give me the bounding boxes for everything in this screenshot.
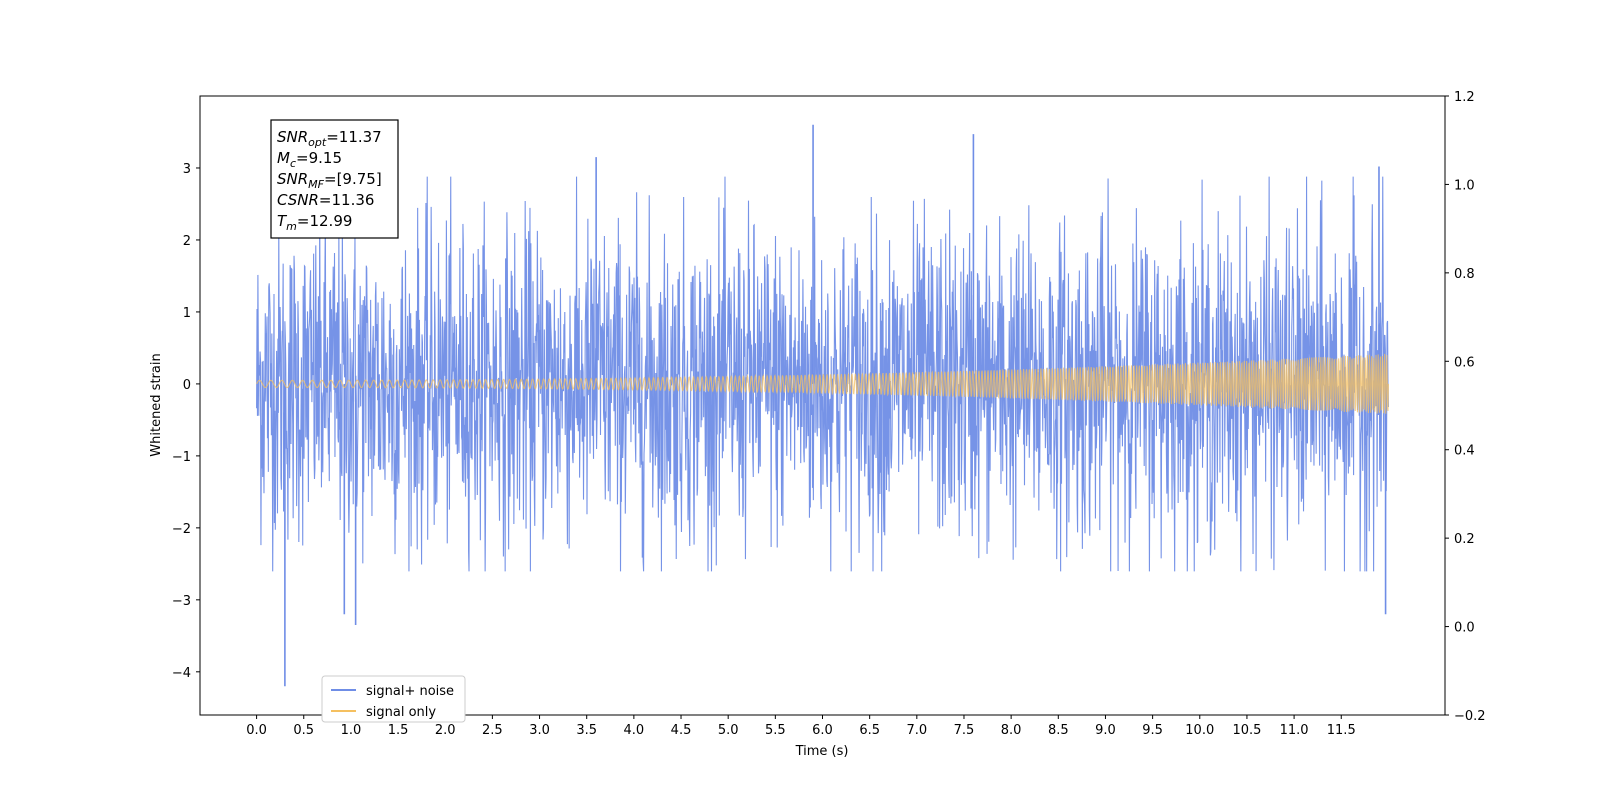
x-tick-label: 8.5 [1048,723,1069,738]
y-tick-label: 3 [183,162,191,177]
y2-axis-ticks: −0.2 0.0 0.2 0.4 0.6 0.8 1.0 1.2 [1445,90,1486,724]
x-tick-label: 7.0 [906,723,927,738]
annotation-line: Tm=12.99 [277,212,352,233]
x-tick-label: 3.0 [529,723,550,738]
y2-tick-label: 0.4 [1454,444,1475,459]
y2-tick-label: 0.8 [1454,267,1475,282]
y2-tick-label: 1.0 [1454,178,1475,193]
y2-tick-label: 0.6 [1454,355,1475,370]
plot-area [256,124,1389,687]
series-line-signal-plus-noise [256,176,1389,572]
legend-label: signal+ noise [366,684,454,699]
annotation-line: Mc=9.15 [277,149,342,170]
x-tick-label: 6.5 [859,723,880,738]
y-tick-label: −3 [172,594,191,609]
x-tick-label: 3.5 [576,723,597,738]
annotation-line: CSNR=11.36 [277,191,374,209]
x-tick-label: 6.0 [812,723,833,738]
y-tick-label: 2 [183,234,191,249]
x-tick-label: 2.0 [435,723,456,738]
x-tick-label: 5.5 [765,723,786,738]
noise-peaks [284,124,1387,687]
annotation-box: SNRopt=11.37Mc=9.15SNRMF=[9.75]CSNR=11.3… [270,119,399,239]
x-tick-label: 0.5 [293,723,314,738]
x-tick-label: 11.5 [1327,723,1356,738]
legend: signal+ noise signal only [321,675,466,723]
x-tick-label: 10.0 [1185,723,1214,738]
x-axis-ticks: 0.0 0.5 1.0 1.5 2.0 2.5 3.0 3.5 4.0 4.5 5.0 5.5 6.0 6… [246,715,1356,738]
x-tick-label: 1.0 [341,723,362,738]
y-tick-label: 0 [183,378,191,393]
y2-tick-label: 0.0 [1454,621,1475,636]
annotation-line: SNRopt=11.37 [277,128,382,149]
y2-tick-label: 0.2 [1454,532,1475,547]
annotation-line: SNRMF=[9.75] [277,170,382,191]
x-tick-label: 9.5 [1142,723,1163,738]
y-tick-label: −4 [172,666,191,681]
y-tick-label: 1 [183,306,191,321]
y-tick-label: −2 [172,522,191,537]
x-tick-label: 8.0 [1001,723,1022,738]
x-tick-label: 4.5 [671,723,692,738]
y2-tick-label: 1.2 [1454,90,1475,105]
y-tick-label: −1 [172,450,191,465]
y2-tick-label: −0.2 [1454,709,1486,724]
x-tick-label: 11.0 [1280,723,1309,738]
x-tick-label: 4.0 [624,723,645,738]
x-tick-label: 10.5 [1232,723,1261,738]
y-axis-label: Whitened strain [149,353,164,456]
x-tick-label: 1.5 [388,723,409,738]
legend-label: signal only [366,705,436,720]
x-tick-label: 5.0 [718,723,739,738]
series-line-signal-only [256,353,1389,414]
x-tick-label: 0.0 [246,723,267,738]
x-tick-label: 2.5 [482,723,503,738]
y-axis-ticks: −4 −3 −2 −1 0 1 2 3 [172,162,200,681]
x-tick-label: 9.0 [1095,723,1116,738]
x-axis-label: Time (s) [795,744,849,759]
x-tick-label: 7.5 [954,723,975,738]
